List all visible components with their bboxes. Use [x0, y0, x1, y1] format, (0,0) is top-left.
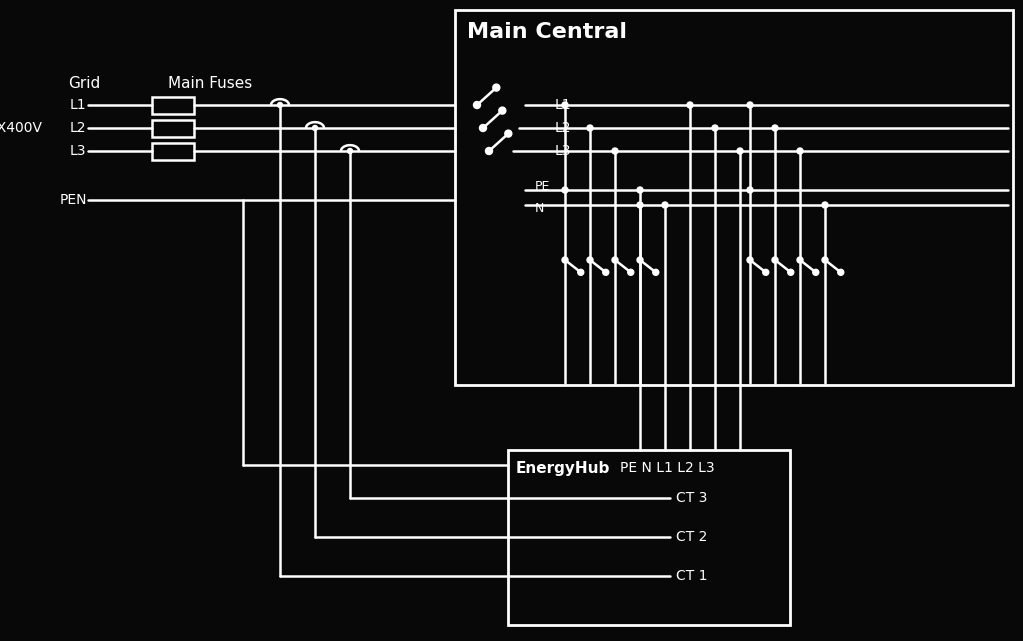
Circle shape: [474, 101, 481, 108]
Text: N: N: [535, 203, 544, 215]
Circle shape: [277, 103, 282, 108]
Circle shape: [499, 107, 505, 114]
Circle shape: [687, 102, 693, 108]
Circle shape: [612, 148, 618, 154]
Circle shape: [812, 269, 818, 276]
Circle shape: [747, 257, 753, 263]
Circle shape: [772, 257, 779, 263]
Text: 3X400V: 3X400V: [0, 121, 43, 135]
Text: PEN: PEN: [60, 193, 88, 207]
Circle shape: [587, 257, 593, 263]
Bar: [152, 97, 194, 113]
Circle shape: [587, 125, 593, 131]
Circle shape: [628, 269, 634, 276]
Circle shape: [788, 269, 794, 276]
Bar: [455, 10, 1013, 385]
Circle shape: [637, 187, 643, 193]
Bar: [152, 142, 194, 160]
Circle shape: [797, 257, 803, 263]
Circle shape: [797, 148, 803, 154]
Text: PE N L1 L2 L3: PE N L1 L2 L3: [620, 461, 715, 475]
Text: Main Central: Main Central: [468, 22, 627, 42]
Text: EnergyHub: EnergyHub: [516, 460, 611, 476]
Text: L2: L2: [555, 121, 572, 135]
Circle shape: [480, 124, 487, 131]
Circle shape: [312, 126, 317, 131]
Text: L2: L2: [70, 121, 87, 135]
Circle shape: [562, 257, 568, 263]
Text: L3: L3: [555, 144, 572, 158]
Circle shape: [486, 147, 492, 154]
Circle shape: [747, 187, 753, 193]
Circle shape: [348, 149, 353, 153]
Circle shape: [653, 269, 659, 276]
Text: CT 1: CT 1: [676, 569, 708, 583]
Circle shape: [562, 187, 568, 193]
Circle shape: [578, 269, 584, 276]
Circle shape: [822, 202, 828, 208]
Circle shape: [504, 130, 512, 137]
Circle shape: [763, 269, 768, 276]
Circle shape: [772, 125, 779, 131]
Circle shape: [562, 102, 568, 108]
Text: L1: L1: [555, 98, 572, 112]
Circle shape: [493, 84, 500, 91]
Circle shape: [712, 125, 718, 131]
Circle shape: [662, 202, 668, 208]
Circle shape: [637, 257, 643, 263]
Text: L3: L3: [70, 144, 87, 158]
Circle shape: [747, 102, 753, 108]
Text: Grid: Grid: [68, 76, 100, 90]
Text: Main Fuses: Main Fuses: [168, 76, 253, 90]
Circle shape: [737, 148, 743, 154]
Circle shape: [637, 202, 643, 208]
Circle shape: [603, 269, 609, 276]
Circle shape: [822, 257, 828, 263]
Text: CT 3: CT 3: [676, 491, 707, 505]
Bar: [152, 119, 194, 137]
Circle shape: [612, 257, 618, 263]
Text: CT 2: CT 2: [676, 530, 707, 544]
Text: L1: L1: [70, 98, 87, 112]
Bar: [508, 450, 790, 625]
Text: PE: PE: [535, 179, 550, 192]
Circle shape: [838, 269, 844, 276]
